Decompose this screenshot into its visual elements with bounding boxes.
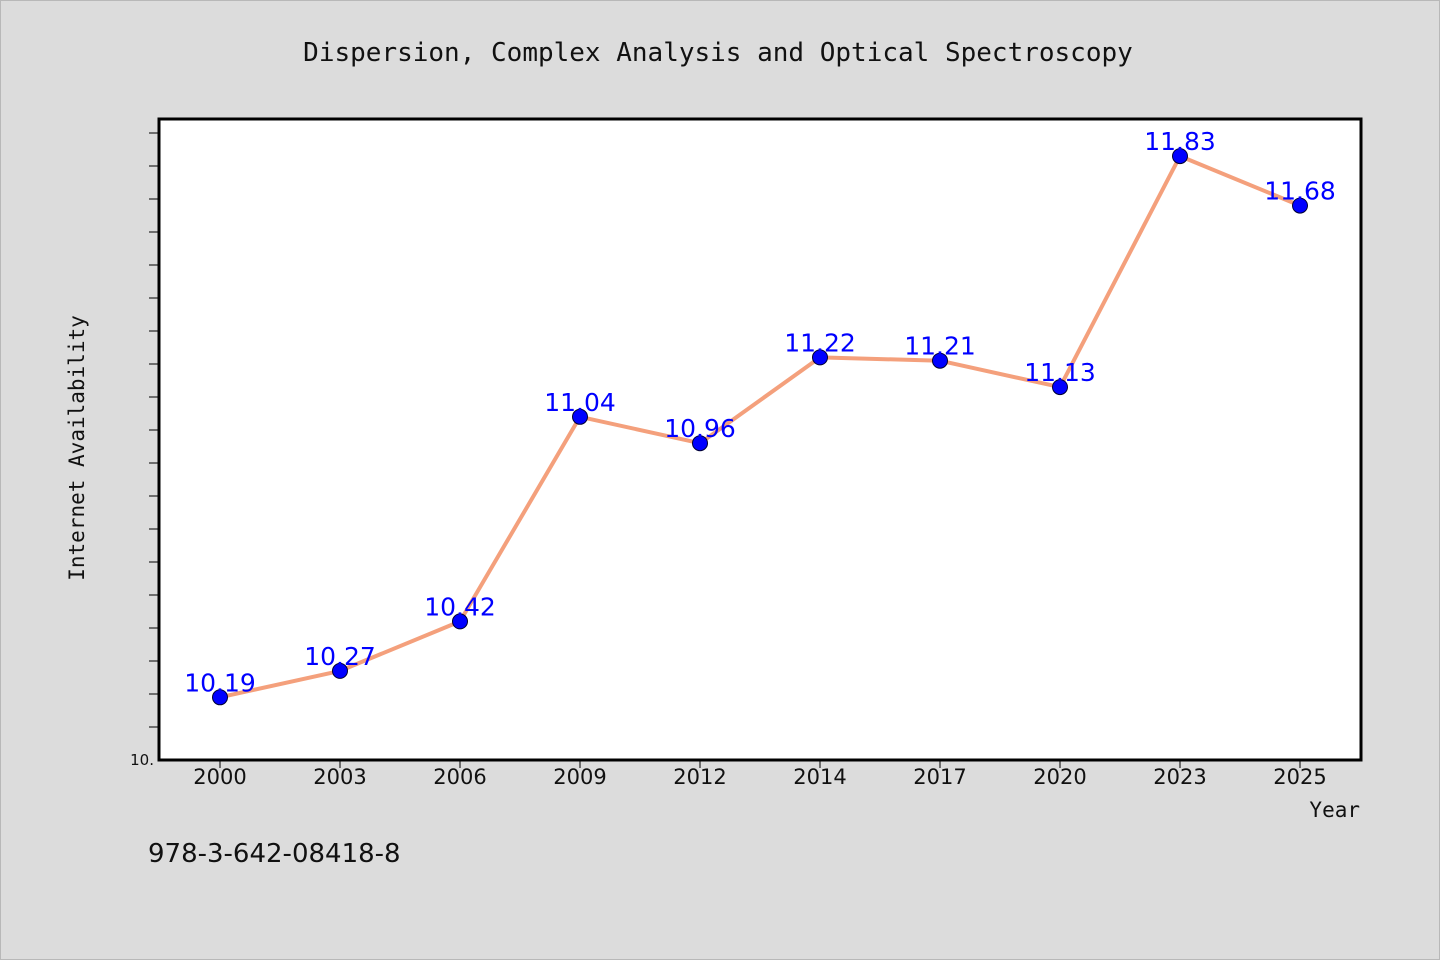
data-label: 11.13: [1024, 358, 1096, 387]
data-point: [452, 613, 468, 630]
x-tick-label: 2023: [1153, 765, 1206, 789]
data-point: [332, 662, 348, 679]
chart-title: Dispersion, Complex Analysis and Optical…: [303, 38, 1133, 68]
y-axis-ticks: [149, 132, 159, 728]
data-label: 10.27: [304, 642, 376, 671]
x-axis-title: Year: [1309, 798, 1360, 822]
series-layer: 10.19 10.27 10.42 11.04 10.96 11.22 11.21 11.13…: [184, 127, 1336, 706]
data-point: [1172, 148, 1188, 165]
data-label: 11.22: [784, 328, 856, 357]
data-label: 11.21: [904, 332, 976, 361]
data-label: 11.68: [1264, 177, 1336, 206]
data-label: 10.42: [424, 592, 496, 621]
data-label: 10.19: [184, 668, 256, 697]
data-point: [932, 352, 948, 369]
data-point: [572, 408, 588, 425]
data-point: [212, 689, 228, 706]
x-tick-label: 2009: [553, 765, 606, 789]
data-point: [1052, 379, 1068, 396]
plot-area: [157, 117, 1363, 762]
x-tick-label: 2012: [673, 765, 726, 789]
x-tick-label: 2020: [1033, 765, 1086, 789]
isbn-text: 978-3-642-08418-8: [148, 839, 401, 869]
data-point: [692, 435, 708, 452]
data-label: 11.04: [544, 388, 616, 417]
x-tick-label: 2017: [913, 765, 966, 789]
x-tick-label: 2014: [793, 765, 846, 789]
series-line: [218, 154, 1302, 700]
data-point: [1292, 197, 1308, 214]
x-tick-label: 2000: [193, 765, 246, 789]
x-tick-label: 2003: [313, 765, 366, 789]
data-label: 11.83: [1144, 127, 1216, 156]
data-label: 10.96: [664, 414, 736, 443]
y-tick-label: 10.: [130, 751, 154, 769]
y-axis-title: Internet Availability: [65, 315, 89, 581]
data-point: [812, 349, 828, 366]
x-tick-label: 2006: [433, 765, 486, 789]
x-axis-ticks: 2000 2003 2006 2009 2012 2014 2017 2020 2023 2025: [193, 760, 1327, 789]
x-tick-label: 2025: [1273, 765, 1326, 789]
